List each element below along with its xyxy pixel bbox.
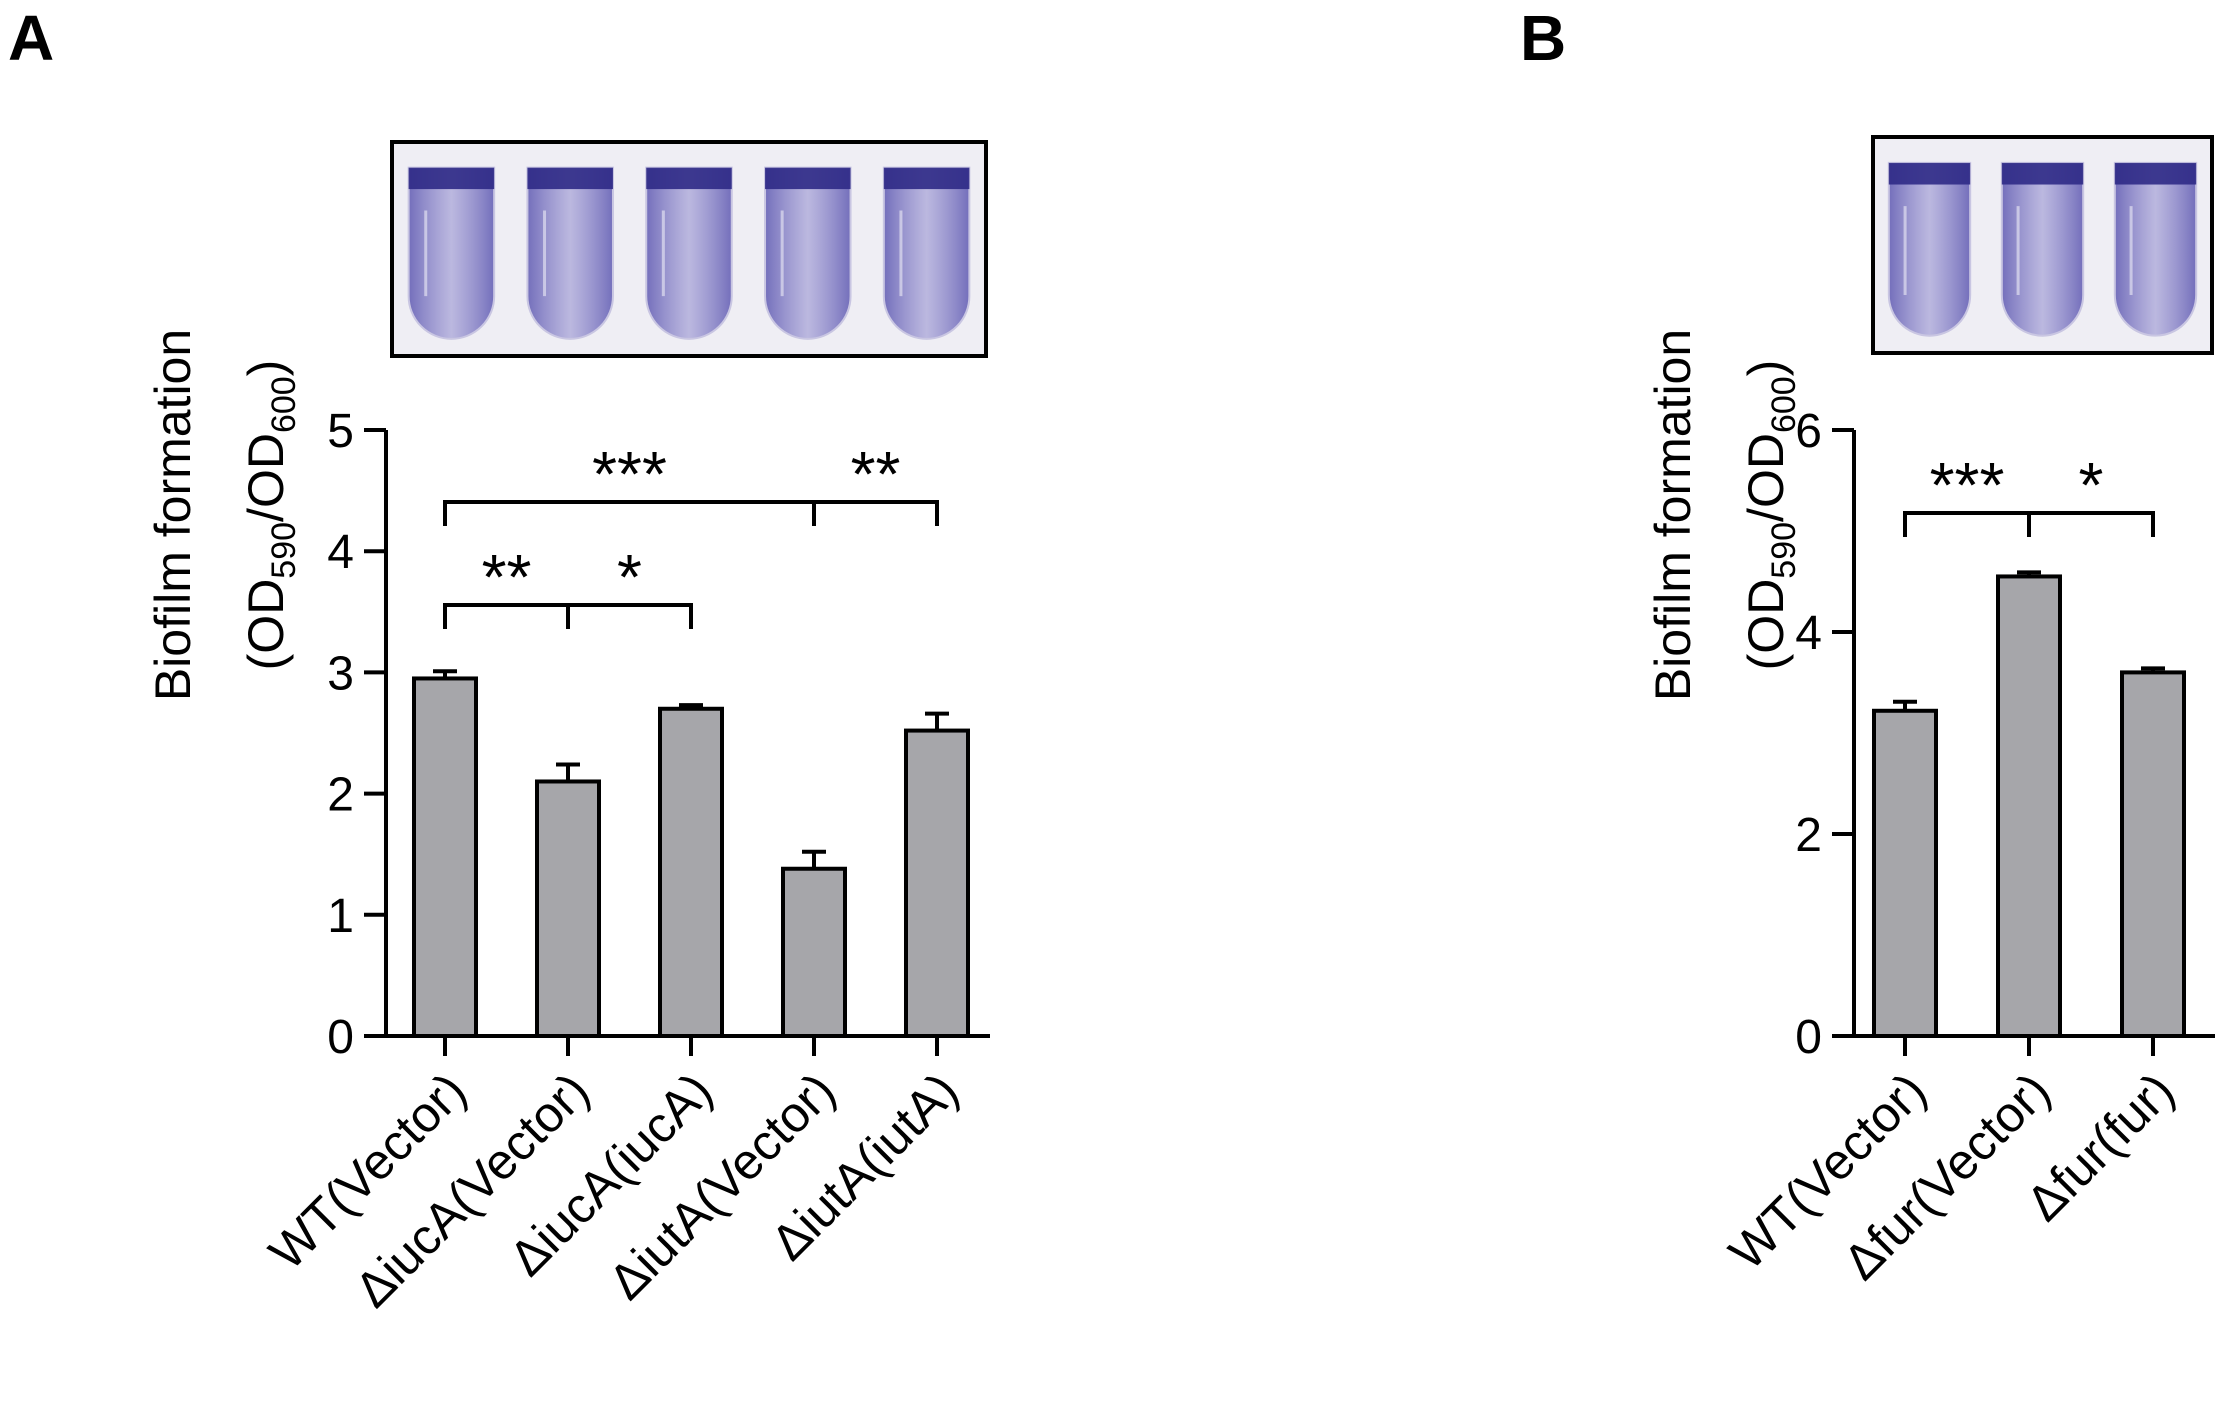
panel-b-bar	[1872, 708, 1938, 1039]
panel-b-letter: B	[1520, 2, 1566, 74]
panel-a-significance-bracket	[812, 500, 939, 526]
panel-a-significance-bracket	[566, 603, 693, 629]
panel-a-bar-chart: Biofilm formation (OD590/OD600) 012345WT…	[145, 329, 990, 1318]
panel-a-significance-label: **	[851, 438, 901, 510]
panel-b-y-tick-label: 2	[1795, 809, 1822, 862]
panel-a-y-tick-label: 2	[327, 769, 354, 822]
panel-b-y-tick-label: 6	[1795, 405, 1822, 458]
panel-a-tube-photo	[390, 140, 988, 358]
panel-b-bar	[1996, 574, 2062, 1038]
panel-a-significance-label: ***	[592, 438, 667, 510]
panel-a-y-tick-label: 1	[327, 890, 354, 943]
panel-b-tube-band	[2114, 162, 2197, 185]
panel-a-tube	[882, 166, 971, 340]
panel-a-tube	[764, 166, 852, 340]
panel-b-ylabel-line1: Biofilm formation	[1645, 329, 1701, 701]
panel-a-bar	[535, 779, 601, 1038]
panel-b-tube	[2113, 161, 2198, 337]
panel-b-y-tick-label: 0	[1795, 1011, 1822, 1064]
panel-b-y-tick-label: 4	[1795, 607, 1822, 660]
panel-a-tube	[526, 166, 614, 340]
panel-a-tube-band	[765, 167, 851, 190]
panel-a-bar	[781, 866, 847, 1039]
panel-a-ylabel-line1: Biofilm formation	[145, 329, 201, 701]
panel-b-significance-label: ***	[1930, 449, 2005, 521]
panel-b-tube-band	[1888, 162, 1971, 185]
panel-a-tube-band	[646, 167, 732, 190]
panel-a-tube-band	[527, 167, 613, 190]
panel-a-bar	[658, 706, 724, 1038]
panel-a-ylabel-line2: (OD590/OD600)	[238, 360, 303, 671]
panel-a-y-tick-label: 5	[327, 405, 354, 458]
panel-a-y-tick-label: 4	[327, 526, 354, 579]
panel-b-tube-photo	[1871, 135, 2214, 355]
panel-a-tube	[407, 166, 496, 340]
panel-a-y-tick-label: 3	[327, 647, 354, 700]
panel-a-significance-label: **	[482, 541, 532, 613]
panel-b-significance-label: *	[2079, 449, 2104, 521]
panel-a-tube	[645, 166, 733, 340]
panel-a-significance-label: *	[617, 541, 642, 613]
panel-a-letter: A	[8, 2, 54, 74]
panel-a-bar	[412, 676, 478, 1039]
panel-a-bar	[904, 728, 970, 1038]
panel-a-y-tick-label: 0	[327, 1011, 354, 1064]
panel-a-tube-band	[883, 167, 970, 190]
panel-b-tube	[2000, 161, 2085, 337]
panel-b-significance-bracket	[2027, 511, 2155, 537]
panel-b-tube	[1887, 161, 1972, 337]
panel-b-bar-chart: Biofilm formation (OD590/OD600) 0246WT(V…	[1645, 329, 2215, 1290]
panel-a-tube-band	[408, 167, 495, 190]
panel-b-ylabel-line2: (OD590/OD600)	[1738, 360, 1803, 671]
panel-b-tube-band	[2001, 162, 2084, 185]
panel-b-bar	[2120, 670, 2186, 1039]
